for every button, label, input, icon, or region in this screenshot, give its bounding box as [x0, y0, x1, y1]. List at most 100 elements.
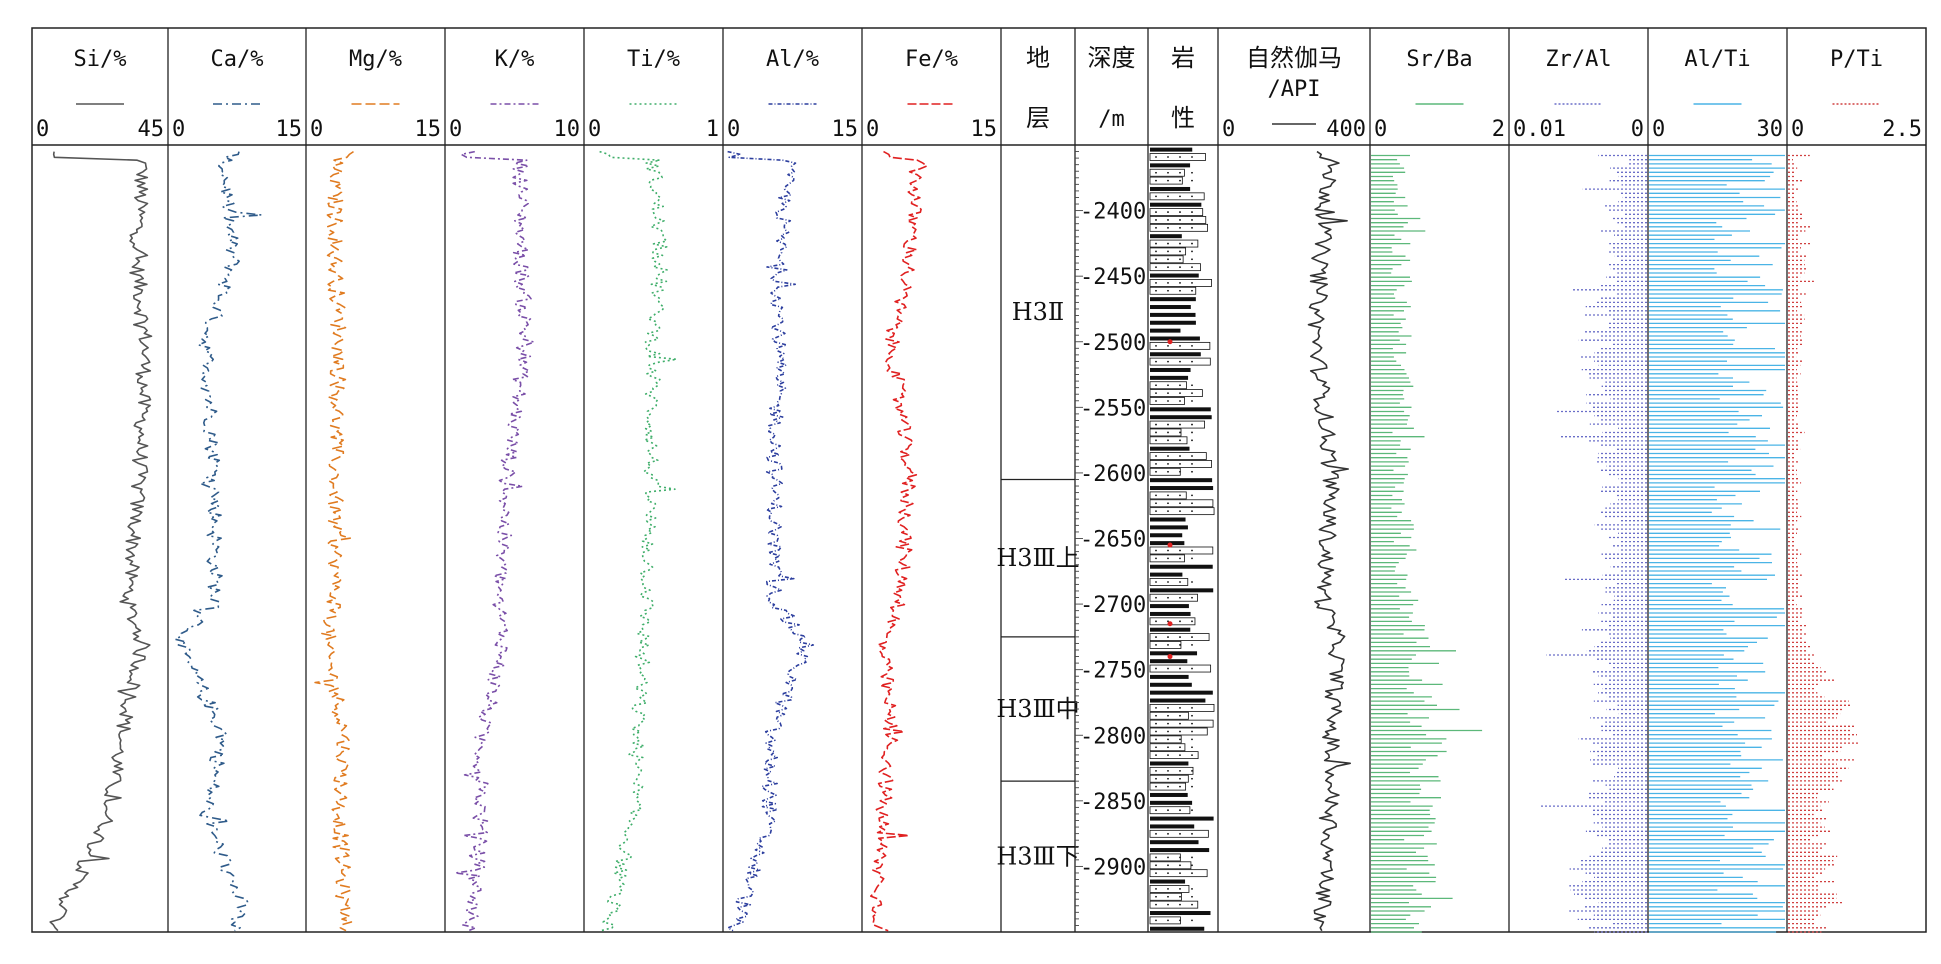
lith-dot — [1155, 919, 1157, 922]
lith-dot — [1179, 344, 1181, 347]
lith-dot — [1179, 266, 1181, 269]
lith-sand — [1149, 869, 1208, 878]
lith-shale — [1150, 840, 1199, 845]
lith-dot — [1179, 211, 1181, 213]
lith-shale — [1150, 202, 1202, 207]
lith-dot — [1167, 730, 1169, 733]
lith-dot — [1167, 714, 1169, 717]
lith-sand — [1149, 727, 1208, 736]
lith-dot — [1179, 179, 1181, 182]
lith-dot — [1155, 470, 1157, 473]
lith-dot — [1191, 644, 1193, 646]
lith-dot — [1167, 832, 1169, 835]
scale-min: 0 — [449, 117, 462, 142]
scale-max: 0 — [1631, 117, 1644, 142]
lith-dot — [1191, 219, 1193, 221]
lith-shale — [1150, 525, 1188, 530]
lith-dot — [1179, 620, 1181, 623]
lith-dot — [1167, 510, 1169, 513]
lith-dot — [1191, 557, 1193, 560]
lith-dot — [1155, 730, 1157, 733]
lith-dot — [1167, 769, 1169, 772]
lith-dot — [1191, 242, 1193, 245]
lith-dot — [1155, 667, 1157, 670]
lith-dot — [1191, 423, 1193, 426]
lith-dot — [1167, 400, 1169, 402]
scale-min: 0 — [310, 117, 323, 142]
lith-dot — [1191, 400, 1193, 402]
lith-dot — [1191, 463, 1193, 465]
lith-dot — [1179, 502, 1181, 505]
lith-dot — [1167, 250, 1169, 253]
lith-dot — [1191, 864, 1193, 867]
lith-dot — [1155, 289, 1157, 292]
lith-dot — [1155, 872, 1157, 875]
scale-max: 15 — [832, 117, 859, 142]
lith-dot — [1191, 667, 1193, 670]
track-title: Ti/% — [627, 47, 680, 72]
lith-shale — [1150, 234, 1182, 239]
lith-dot — [1155, 266, 1157, 269]
lith-dot — [1191, 344, 1193, 347]
lith-dot — [1155, 888, 1157, 890]
track-plot-2 — [314, 150, 354, 932]
lith-dot — [1191, 596, 1193, 599]
lith-dot — [1191, 156, 1193, 158]
lith-dot — [1179, 754, 1181, 757]
lith-dot — [1155, 903, 1157, 906]
lith-sand — [1149, 223, 1208, 232]
lith-dot — [1191, 455, 1193, 457]
lith-dot — [1155, 706, 1157, 709]
lith-dot — [1167, 423, 1169, 426]
lith-dot — [1155, 219, 1157, 221]
lith-dot — [1179, 581, 1181, 583]
lith-dot — [1155, 344, 1157, 347]
lith-marker — [1167, 621, 1173, 627]
scale-min: 0 — [1652, 117, 1665, 142]
lith-sand — [1149, 900, 1199, 909]
depth-tick-label: -2400 — [1080, 200, 1146, 225]
lith-dot — [1179, 400, 1181, 402]
track-plots: H3Ⅱ H3Ⅲ上 H3Ⅲ中 H3Ⅲ下 -2400 -2450 -2500 -2550 -2600… — [49, 147, 1859, 933]
lith-sand — [1149, 806, 1191, 815]
lith-dot — [1167, 470, 1169, 473]
lith-dot — [1155, 360, 1157, 363]
lith-sand — [1149, 507, 1215, 516]
lith-dot — [1179, 903, 1181, 906]
lith-dot — [1155, 754, 1157, 757]
scale-max: 15 — [415, 117, 442, 142]
track-title: Fe/% — [905, 47, 958, 72]
lith-dot — [1179, 171, 1181, 174]
lith-sand — [1149, 593, 1198, 602]
lith-dot — [1179, 463, 1181, 465]
strat-unit-label: H3Ⅲ上 — [996, 544, 1079, 572]
strat-unit-label: H3Ⅲ下 — [996, 843, 1079, 871]
series-line — [314, 150, 354, 932]
lith-dot — [1155, 431, 1157, 434]
lith-dot — [1167, 463, 1169, 465]
lith-dot — [1179, 596, 1181, 599]
lith-shale — [1150, 604, 1189, 609]
lith-shale — [1150, 415, 1212, 420]
lith-shale — [1150, 690, 1213, 695]
lith-sand — [1149, 216, 1207, 224]
lith-dot — [1191, 777, 1193, 780]
series-line — [869, 150, 928, 932]
lith-dot — [1155, 179, 1157, 182]
lith-dot — [1155, 282, 1157, 284]
lith-shale — [1150, 879, 1186, 884]
lith-dot — [1179, 549, 1181, 552]
lith-dot — [1155, 864, 1157, 867]
lith-shale — [1150, 478, 1213, 483]
lith-shale — [1150, 297, 1196, 302]
lith-dot — [1191, 903, 1193, 906]
lith-dot — [1155, 195, 1157, 198]
lith-dot — [1179, 644, 1181, 646]
lith-dot — [1191, 494, 1193, 497]
lith-dot — [1191, 439, 1193, 442]
lith-dot — [1179, 242, 1181, 245]
lith-dot — [1179, 895, 1181, 898]
lith-dot — [1179, 250, 1181, 253]
lith-dot — [1167, 596, 1169, 599]
